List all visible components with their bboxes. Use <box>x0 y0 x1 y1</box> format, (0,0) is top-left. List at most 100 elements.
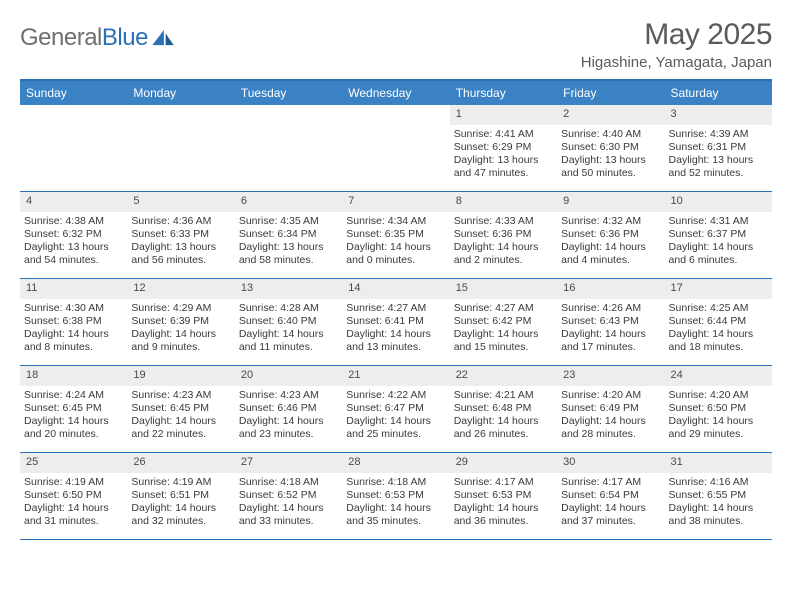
day-number: 1 <box>450 105 557 125</box>
day-number: 21 <box>342 366 449 386</box>
sunrise-text: Sunrise: 4:40 AM <box>561 128 660 141</box>
sunrise-text: Sunrise: 4:29 AM <box>131 302 230 315</box>
day-cell: 26Sunrise: 4:19 AMSunset: 6:51 PMDayligh… <box>127 453 234 539</box>
day-cell: 23Sunrise: 4:20 AMSunset: 6:49 PMDayligh… <box>557 366 664 452</box>
sunrise-text: Sunrise: 4:16 AM <box>669 476 768 489</box>
day-cell <box>235 105 342 191</box>
day-number: 3 <box>665 105 772 125</box>
daylight-text: Daylight: 14 hours <box>239 415 338 428</box>
weeks: 1Sunrise: 4:41 AMSunset: 6:29 PMDaylight… <box>20 105 772 540</box>
week-row: 25Sunrise: 4:19 AMSunset: 6:50 PMDayligh… <box>20 453 772 540</box>
daylight-text: and 8 minutes. <box>24 341 123 354</box>
day-cell: 22Sunrise: 4:21 AMSunset: 6:48 PMDayligh… <box>450 366 557 452</box>
day-number: 15 <box>450 279 557 299</box>
sunset-text: Sunset: 6:38 PM <box>24 315 123 328</box>
daylight-text: Daylight: 14 hours <box>669 415 768 428</box>
sail-icon <box>152 30 174 46</box>
title-block: May 2025 Higashine, Yamagata, Japan <box>581 18 772 71</box>
day-number: 2 <box>557 105 664 125</box>
sunset-text: Sunset: 6:46 PM <box>239 402 338 415</box>
daylight-text: and 4 minutes. <box>561 254 660 267</box>
daylight-text: Daylight: 14 hours <box>346 241 445 254</box>
daylight-text: and 13 minutes. <box>346 341 445 354</box>
sunset-text: Sunset: 6:36 PM <box>561 228 660 241</box>
sunset-text: Sunset: 6:45 PM <box>131 402 230 415</box>
sunset-text: Sunset: 6:36 PM <box>454 228 553 241</box>
sunrise-text: Sunrise: 4:25 AM <box>669 302 768 315</box>
day-cell: 17 Sunrise: 4:25 AMSunset: 6:44 PMDayligh… <box>665 279 772 365</box>
sunset-text: Sunset: 6:44 PM <box>669 315 768 328</box>
page: GeneralBlue May 2025 Higashine, Yamagata… <box>0 0 792 550</box>
sunrise-text: Sunrise: 4:30 AM <box>24 302 123 315</box>
location: Higashine, Yamagata, Japan <box>581 54 772 71</box>
daylight-text: Daylight: 14 hours <box>346 415 445 428</box>
daylight-text: and 58 minutes. <box>239 254 338 267</box>
day-cell: 28Sunrise: 4:18 AMSunset: 6:53 PMDayligh… <box>342 453 449 539</box>
daylight-text: and 28 minutes. <box>561 428 660 441</box>
daylight-text: and 2 minutes. <box>454 254 553 267</box>
dow-label: Sunday <box>20 81 127 105</box>
day-cell: 11Sunrise: 4:30 AMSunset: 6:38 PMDayligh… <box>20 279 127 365</box>
sunset-text: Sunset: 6:35 PM <box>346 228 445 241</box>
day-cell: 30Sunrise: 4:17 AMSunset: 6:54 PMDayligh… <box>557 453 664 539</box>
day-number: 17 <box>665 279 772 299</box>
daylight-text: and 17 minutes. <box>561 341 660 354</box>
day-cell: 12 Sunrise: 4:29 AMSunset: 6:39 PMDayligh… <box>127 279 234 365</box>
daylight-text: and 50 minutes. <box>561 167 660 180</box>
sunset-text: Sunset: 6:29 PM <box>454 141 553 154</box>
day-cell: 4Sunrise: 4:38 AMSunset: 6:32 PMDaylight… <box>20 192 127 278</box>
day-number: 25 <box>20 453 127 473</box>
day-number: 27 <box>235 453 342 473</box>
dow-label: Friday <box>557 81 664 105</box>
sunrise-text: Sunrise: 4:26 AM <box>561 302 660 315</box>
daylight-text: Daylight: 14 hours <box>454 415 553 428</box>
day-number: 13 <box>235 279 342 299</box>
sunrise-text: Sunrise: 4:27 AM <box>454 302 553 315</box>
sunset-text: Sunset: 6:47 PM <box>346 402 445 415</box>
sunrise-text: Sunrise: 4:20 AM <box>561 389 660 402</box>
daylight-text: Daylight: 14 hours <box>669 502 768 515</box>
day-number: 11 <box>20 279 127 299</box>
daylight-text: Daylight: 14 hours <box>561 502 660 515</box>
day-cell: 29Sunrise: 4:17 AMSunset: 6:53 PMDayligh… <box>450 453 557 539</box>
day-number: 23 <box>557 366 664 386</box>
day-cell: 13Sunrise: 4:28 AMSunset: 6:40 PMDayligh… <box>235 279 342 365</box>
day-cell: 8Sunrise: 4:33 AMSunset: 6:36 PMDaylight… <box>450 192 557 278</box>
day-cell <box>20 105 127 191</box>
day-number: 29 <box>450 453 557 473</box>
day-cell: 31Sunrise: 4:16 AMSunset: 6:55 PMDayligh… <box>665 453 772 539</box>
sunset-text: Sunset: 6:42 PM <box>454 315 553 328</box>
daylight-text: and 29 minutes. <box>669 428 768 441</box>
daylight-text: Daylight: 14 hours <box>131 328 230 341</box>
sunset-text: Sunset: 6:39 PM <box>131 315 230 328</box>
dow-label: Monday <box>127 81 234 105</box>
daylight-text: and 38 minutes. <box>669 515 768 528</box>
daylight-text: Daylight: 14 hours <box>561 241 660 254</box>
daylight-text: Daylight: 14 hours <box>669 328 768 341</box>
daylight-text: and 32 minutes. <box>131 515 230 528</box>
dow-label: Thursday <box>450 81 557 105</box>
daylight-text: Daylight: 14 hours <box>669 241 768 254</box>
day-number: 4 <box>20 192 127 212</box>
sunset-text: Sunset: 6:51 PM <box>131 489 230 502</box>
day-number: 12 <box>127 279 234 299</box>
day-number: 20 <box>235 366 342 386</box>
day-number: 19 <box>127 366 234 386</box>
day-cell: 16Sunrise: 4:26 AMSunset: 6:43 PMDayligh… <box>557 279 664 365</box>
sunrise-text: Sunrise: 4:21 AM <box>454 389 553 402</box>
daylight-text: and 9 minutes. <box>131 341 230 354</box>
day-cell: 1Sunrise: 4:41 AMSunset: 6:29 PMDaylight… <box>450 105 557 191</box>
daylight-text: and 56 minutes. <box>131 254 230 267</box>
day-number: 18 <box>20 366 127 386</box>
day-number: 14 <box>342 279 449 299</box>
day-cell <box>342 105 449 191</box>
daylight-text: Daylight: 14 hours <box>24 415 123 428</box>
daylight-text: and 31 minutes. <box>24 515 123 528</box>
dow-row: SundayMondayTuesdayWednesdayThursdayFrid… <box>20 81 772 105</box>
daylight-text: Daylight: 14 hours <box>454 328 553 341</box>
sunrise-text: Sunrise: 4:19 AM <box>24 476 123 489</box>
sunset-text: Sunset: 6:34 PM <box>239 228 338 241</box>
day-number: 28 <box>342 453 449 473</box>
daylight-text: Daylight: 13 hours <box>561 154 660 167</box>
sunset-text: Sunset: 6:30 PM <box>561 141 660 154</box>
